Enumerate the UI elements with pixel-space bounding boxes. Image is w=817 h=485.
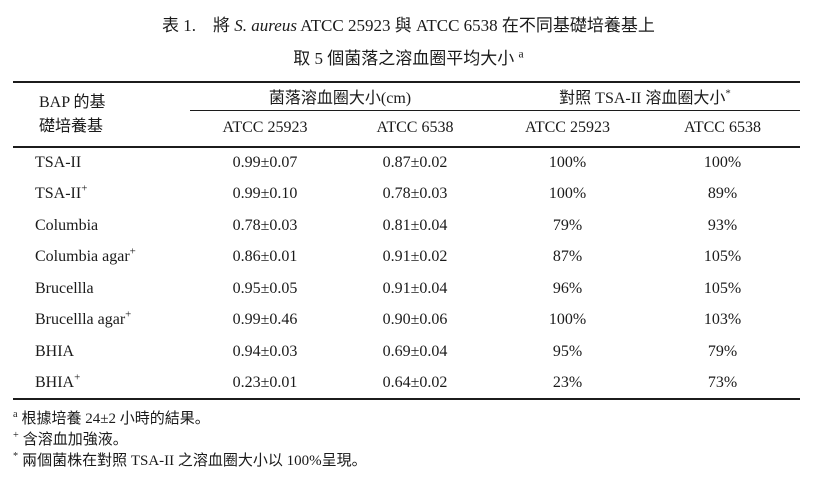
pct-atcc25923-value: 100% xyxy=(548,185,587,203)
cm-atcc25923-value: 0.23±0.01 xyxy=(232,373,298,391)
group2-footnote-marker: * xyxy=(725,87,731,100)
footnote-plus-text: 含溶血加強液。 xyxy=(22,432,128,448)
cm-atcc25923-value: 0.99±0.46 xyxy=(232,311,298,329)
stub-header: BAP 的基 礎培養基 xyxy=(13,82,190,148)
medium-label: BHIA+ xyxy=(35,371,81,391)
pct-atcc25923-value: 95% xyxy=(552,342,583,360)
footnote-a-marker: a xyxy=(13,409,18,420)
medium-label: Brucellla xyxy=(35,279,94,297)
table-row: TSA-II+ 0.99±0.10 0.78±0.03 100% 89% xyxy=(13,179,800,211)
footnote-a-text: 根據培養 24±2 小時的結果。 xyxy=(21,411,210,427)
pct-atcc6538-value: 79% xyxy=(707,342,738,360)
pct-atcc6538-value: 100% xyxy=(703,154,742,172)
footnote-plus-marker: + xyxy=(13,430,19,441)
hemolysis-table: BAP 的基 礎培養基 菌落溶血圈大小(cm) 對照 TSA-II 溶血圈大小*… xyxy=(13,81,800,400)
caption-line2-text: 取 5 個菌落之溶血圈平均大小 xyxy=(293,49,519,68)
pct-atcc25923-value: 96% xyxy=(552,279,583,297)
col-header-pct-atcc6538: ATCC 6538 xyxy=(645,110,800,148)
cm-atcc25923-value: 0.95±0.05 xyxy=(232,279,298,297)
table-caption-line2: 取 5 個菌落之溶血圈平均大小 a xyxy=(0,42,817,75)
pct-atcc25923-value: 23% xyxy=(552,373,583,391)
footnote-asterisk: * 兩個菌株在對照 TSA-II 之溶血圈大小以 100%呈現。 xyxy=(13,451,817,472)
row-footnote-marker: + xyxy=(125,308,132,321)
pct-atcc25923-value: 87% xyxy=(552,248,583,266)
group-header-row: BAP 的基 礎培養基 菌落溶血圈大小(cm) 對照 TSA-II 溶血圈大小* xyxy=(13,82,800,148)
medium-label: Brucellla agar+ xyxy=(35,308,132,329)
cm-atcc25923-value: 0.99±0.10 xyxy=(232,185,298,203)
cm-atcc25923-value: 0.78±0.03 xyxy=(232,216,298,234)
caption-prefix: 表 1. 將 xyxy=(162,16,235,35)
row-footnote-marker: + xyxy=(81,182,88,195)
cm-atcc25923-value: 0.94±0.03 xyxy=(232,342,298,360)
medium-label: Columbia xyxy=(35,216,99,234)
table-row: BHIA 0.94±0.03 0.69±0.04 95% 79% xyxy=(13,336,800,368)
cm-atcc6538-value: 0.91±0.02 xyxy=(382,248,448,266)
cm-atcc6538-value: 0.78±0.03 xyxy=(382,185,448,203)
footnote-a: a 根據培養 24±2 小時的結果。 xyxy=(13,409,817,430)
cm-atcc25923-value: 0.99±0.07 xyxy=(232,154,298,172)
cm-atcc6538-value: 0.91±0.04 xyxy=(382,279,448,297)
group2-label: 對照 TSA-II 溶血圈大小 xyxy=(559,90,726,108)
cm-atcc6538-value: 0.69±0.04 xyxy=(382,342,448,360)
table-row: Brucellla agar+ 0.99±0.46 0.90±0.06 100%… xyxy=(13,305,800,337)
group1-label: 菌落溶血圈大小(cm) xyxy=(268,90,412,108)
cm-atcc6538-value: 0.90±0.06 xyxy=(382,311,448,329)
col-header-pct-atcc25923: ATCC 25923 xyxy=(490,110,645,148)
cm-atcc6538-value: 0.64±0.02 xyxy=(382,373,448,391)
table-row: Columbia agar+ 0.86±0.01 0.91±0.02 87% 1… xyxy=(13,242,800,274)
cm-atcc25923-value: 0.86±0.01 xyxy=(232,248,298,266)
footnote-plus: + 含溶血加強液。 xyxy=(13,430,817,451)
pct-atcc6538-value: 73% xyxy=(707,373,738,391)
species-name: S. aureus xyxy=(234,16,297,35)
pct-atcc6538-value: 89% xyxy=(707,185,738,203)
medium-label: TSA-II+ xyxy=(35,182,88,203)
stub-header-line2: 礎培養基 xyxy=(39,117,104,135)
pct-atcc6538-value: 103% xyxy=(703,311,742,329)
pct-atcc6538-value: 105% xyxy=(703,279,742,297)
pct-atcc25923-value: 100% xyxy=(548,154,587,172)
medium-label: TSA-II xyxy=(35,154,82,172)
group-header-zone-size: 菌落溶血圈大小(cm) xyxy=(190,82,490,111)
table-body: TSA-II 0.99±0.07 0.87±0.02 100% 100% TSA… xyxy=(13,147,800,399)
col-header-cm-atcc25923: ATCC 25923 xyxy=(190,110,340,148)
pct-atcc6538-value: 105% xyxy=(703,248,742,266)
pct-atcc25923-value: 79% xyxy=(552,216,583,234)
table-caption-line1: 表 1. 將 S. aureus ATCC 25923 與 ATCC 6538 … xyxy=(0,9,817,42)
caption-suffix: ATCC 25923 與 ATCC 6538 在不同基礎培養基上 xyxy=(296,16,655,35)
table-row: BHIA+ 0.23±0.01 0.64±0.02 23% 73% xyxy=(13,368,800,400)
table-row: Brucellla 0.95±0.05 0.91±0.04 96% 105% xyxy=(13,273,800,305)
table-row: Columbia 0.78±0.03 0.81±0.04 79% 93% xyxy=(13,210,800,242)
row-footnote-marker: + xyxy=(129,245,136,258)
column-header-row: ATCC 25923 ATCC 6538 ATCC 25923 ATCC 653… xyxy=(13,110,800,148)
table-head: BAP 的基 礎培養基 菌落溶血圈大小(cm) 對照 TSA-II 溶血圈大小*… xyxy=(13,82,800,148)
pct-atcc6538-value: 93% xyxy=(707,216,738,234)
footnotes: a 根據培養 24±2 小時的結果。 + 含溶血加強液。 * 兩個菌株在對照 TSA-… xyxy=(13,409,817,472)
medium-label: Columbia agar+ xyxy=(35,245,136,266)
stub-header-line1: BAP 的基 xyxy=(39,93,106,111)
medium-label: BHIA xyxy=(35,342,75,360)
col-header-cm-atcc6538: ATCC 6538 xyxy=(340,110,490,148)
table-caption: 表 1. 將 S. aureus ATCC 25923 與 ATCC 6538 … xyxy=(0,0,817,75)
footnote-asterisk-marker: * xyxy=(13,451,19,462)
group-header-vs-control: 對照 TSA-II 溶血圈大小* xyxy=(490,82,800,111)
cm-atcc6538-value: 0.81±0.04 xyxy=(382,216,448,234)
cm-atcc6538-value: 0.87±0.02 xyxy=(382,154,448,172)
footnote-asterisk-text: 兩個菌株在對照 TSA-II 之溶血圈大小以 100%呈現。 xyxy=(22,453,367,469)
pct-atcc25923-value: 100% xyxy=(548,311,587,329)
table-row: TSA-II 0.99±0.07 0.87±0.02 100% 100% xyxy=(13,147,800,179)
row-footnote-marker: + xyxy=(74,371,81,384)
caption-footnote-marker: a xyxy=(518,47,524,61)
